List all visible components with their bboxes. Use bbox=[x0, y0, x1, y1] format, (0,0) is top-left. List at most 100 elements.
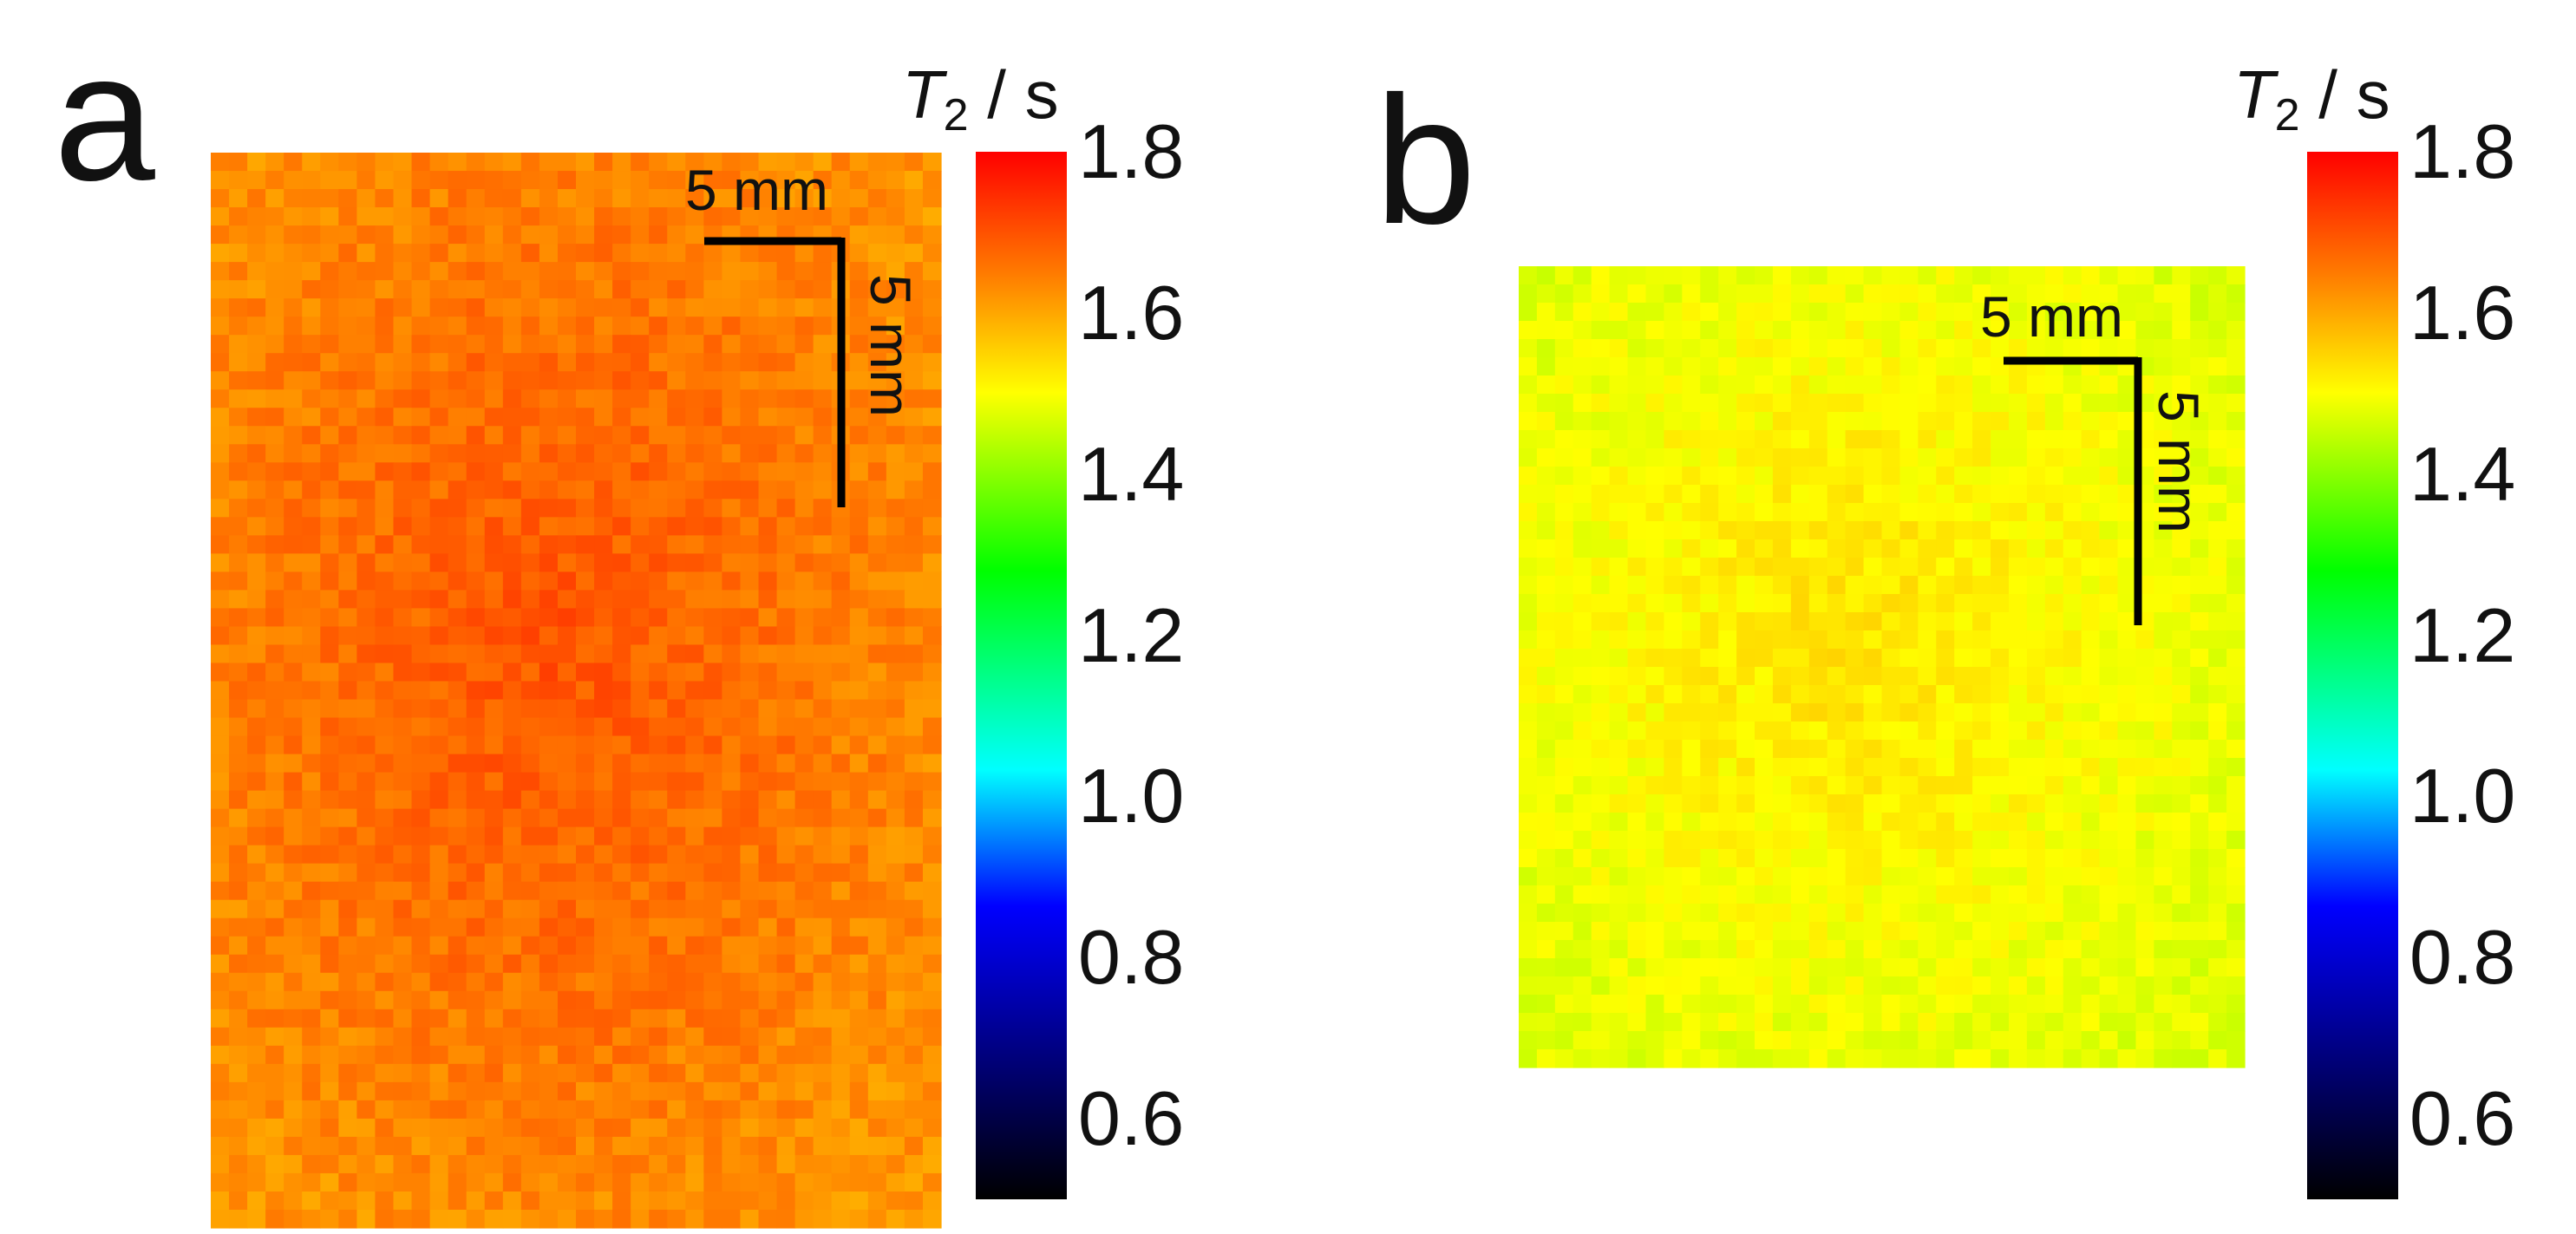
heatmap-cell bbox=[2099, 667, 2119, 686]
heatmap-cell bbox=[1881, 284, 1901, 304]
heatmap-cell bbox=[922, 954, 942, 974]
heatmap-cell bbox=[576, 499, 595, 518]
heatmap-cell bbox=[631, 1100, 650, 1120]
heatmap-cell bbox=[904, 462, 924, 481]
heatmap-cell bbox=[2063, 448, 2082, 467]
heatmap-cell bbox=[393, 990, 413, 1010]
heatmap-cell bbox=[502, 1172, 522, 1192]
heatmap-cell bbox=[922, 444, 942, 463]
heatmap-cell bbox=[320, 225, 339, 245]
heatmap-cell bbox=[1863, 758, 1883, 777]
heatmap-cell bbox=[1609, 904, 1629, 923]
heatmap-cell bbox=[703, 280, 722, 299]
heatmap-cell bbox=[1899, 885, 1919, 904]
heatmap-cell bbox=[1718, 467, 1737, 486]
heatmap-cell bbox=[2135, 976, 2154, 996]
heatmap-cell bbox=[411, 371, 431, 390]
heatmap-cell bbox=[466, 1154, 486, 1174]
heatmap-cell bbox=[502, 171, 522, 190]
heatmap-cell bbox=[1972, 503, 1991, 522]
heatmap-cell bbox=[539, 553, 559, 572]
heatmap-cell bbox=[794, 754, 814, 774]
heatmap-cell bbox=[1519, 703, 1538, 722]
heatmap-cell bbox=[2063, 630, 2082, 650]
heatmap-cell bbox=[1609, 922, 1629, 941]
heatmap-cell bbox=[338, 954, 357, 974]
heatmap-cell bbox=[1881, 922, 1901, 941]
heatmap-cell bbox=[722, 189, 742, 208]
heatmap-cell bbox=[867, 1209, 887, 1229]
heatmap-cell bbox=[649, 608, 668, 628]
heatmap-cell bbox=[1936, 995, 1955, 1014]
heatmap-cell bbox=[466, 608, 486, 628]
heatmap-cell bbox=[284, 444, 303, 463]
heatmap-cell bbox=[356, 681, 376, 701]
heatmap-cell bbox=[813, 936, 833, 956]
heatmap-cell bbox=[265, 244, 284, 263]
heatmap-cell bbox=[1572, 412, 1592, 431]
heatmap-cell bbox=[1627, 649, 1647, 668]
heatmap-cell bbox=[520, 171, 540, 190]
heatmap-cell bbox=[2226, 448, 2246, 467]
colorbar bbox=[976, 152, 1067, 1199]
heatmap-cell bbox=[2099, 503, 2119, 522]
heatmap-cell bbox=[722, 590, 742, 610]
heatmap-cell bbox=[1827, 630, 1847, 650]
heatmap-cell bbox=[302, 244, 321, 263]
heatmap-cell bbox=[1700, 849, 1719, 868]
heatmap-cell bbox=[302, 462, 321, 481]
heatmap-cell bbox=[2026, 394, 2046, 413]
heatmap-cell bbox=[631, 499, 650, 518]
heatmap-cell bbox=[2208, 721, 2227, 741]
heatmap-cell bbox=[539, 280, 559, 299]
heatmap-cell bbox=[484, 1118, 504, 1138]
heatmap-cell bbox=[922, 1100, 942, 1120]
heatmap-cell bbox=[2081, 849, 2101, 868]
heatmap-cell bbox=[1808, 958, 1828, 977]
heatmap-cell bbox=[520, 462, 540, 481]
heatmap-cell bbox=[904, 1009, 924, 1028]
heatmap-cell bbox=[1572, 594, 1592, 613]
heatmap-cell bbox=[1572, 357, 1592, 376]
heatmap-cell bbox=[1755, 758, 1774, 777]
heatmap-cell bbox=[2008, 1013, 2028, 1032]
heatmap-cell bbox=[2008, 467, 2028, 486]
heatmap-cell bbox=[612, 225, 631, 245]
heatmap-cell bbox=[2117, 976, 2137, 996]
heatmap-cell bbox=[703, 553, 722, 572]
heatmap-cell bbox=[557, 808, 577, 828]
heatmap-cell bbox=[612, 389, 631, 408]
heatmap-cell bbox=[2081, 630, 2101, 650]
heatmap-cell bbox=[1664, 448, 1683, 467]
heatmap-cell bbox=[1519, 813, 1538, 832]
heatmap-cell bbox=[1918, 904, 1937, 923]
heatmap-cell bbox=[411, 1209, 431, 1229]
heatmap-cell bbox=[740, 317, 760, 336]
heatmap-cell bbox=[302, 899, 321, 919]
heatmap-cell bbox=[1627, 703, 1647, 722]
heatmap-cell bbox=[211, 1136, 230, 1156]
heatmap-cell bbox=[2226, 740, 2246, 759]
heatmap-cell bbox=[2135, 831, 2154, 850]
heatmap-cell bbox=[2117, 266, 2137, 285]
heatmap-cell bbox=[1790, 485, 1810, 504]
heatmap-cell bbox=[849, 863, 869, 883]
heatmap-cell bbox=[1519, 958, 1538, 977]
heatmap-cell bbox=[1972, 976, 1991, 996]
heatmap-cell bbox=[1682, 940, 1701, 959]
heatmap-cell bbox=[2154, 612, 2173, 631]
heatmap-cell bbox=[320, 207, 339, 226]
heatmap-cell bbox=[265, 808, 284, 828]
heatmap-cell bbox=[1627, 721, 1647, 741]
heatmap-cell bbox=[1664, 995, 1683, 1014]
heatmap-cell bbox=[265, 790, 284, 810]
heatmap-cell bbox=[466, 426, 486, 445]
heatmap-cell bbox=[594, 317, 613, 336]
heatmap-cell bbox=[2226, 667, 2246, 686]
heatmap-cell bbox=[1591, 394, 1611, 413]
heatmap-cell bbox=[484, 1063, 504, 1083]
heatmap-cell bbox=[1682, 503, 1701, 522]
heatmap-cell bbox=[2099, 958, 2119, 977]
heatmap-cell bbox=[813, 1136, 833, 1156]
heatmap-cell bbox=[794, 954, 814, 974]
